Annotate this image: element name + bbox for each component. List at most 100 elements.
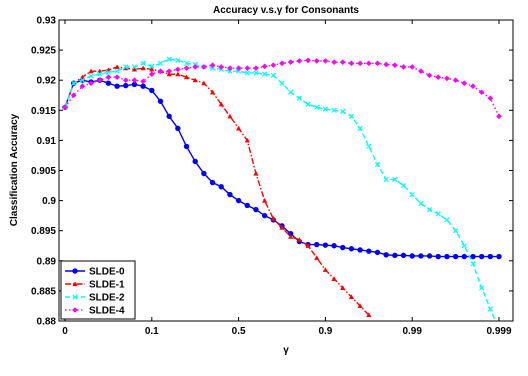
data-point-slde-2 — [444, 217, 450, 223]
data-point-slde-1 — [348, 294, 355, 299]
data-point-slde-2 — [79, 77, 85, 83]
data-point-slde-4 — [122, 77, 129, 83]
data-point-slde-0 — [218, 184, 224, 190]
data-point-slde-4 — [496, 113, 502, 120]
data-point-slde-2 — [322, 106, 329, 112]
data-point-slde-1 — [270, 216, 276, 221]
data-point-slde-4 — [357, 60, 363, 67]
data-point-slde-0 — [478, 253, 485, 260]
data-point-slde-4 — [261, 63, 268, 70]
data-point-slde-2 — [262, 71, 268, 77]
data-point-slde-1 — [201, 80, 207, 86]
data-point-slde-1 — [131, 66, 138, 72]
data-point-slde-0 — [183, 143, 190, 150]
data-point-slde-2 — [314, 104, 320, 110]
data-point-slde-2 — [383, 176, 389, 183]
legend-label: SLDE-0 — [89, 267, 125, 278]
data-point-slde-2 — [253, 70, 259, 76]
data-point-slde-2 — [175, 57, 181, 63]
data-point-slde-4 — [88, 80, 94, 87]
legend-marker-slde-0 — [72, 268, 78, 274]
data-point-slde-4 — [374, 60, 381, 67]
data-point-slde-0 — [322, 242, 329, 248]
data-point-slde-4 — [131, 77, 138, 83]
data-point-slde-0 — [253, 206, 259, 213]
data-point-slde-4 — [339, 59, 346, 65]
data-point-slde-0 — [426, 253, 433, 259]
data-point-slde-4 — [201, 64, 207, 70]
y-axis-label: Classification Accuracy — [9, 113, 20, 226]
data-point-slde-1 — [288, 234, 294, 239]
data-point-slde-0 — [383, 252, 389, 258]
data-point-slde-4 — [253, 65, 259, 71]
data-point-slde-2 — [487, 306, 493, 312]
data-point-slde-2 — [114, 68, 120, 74]
data-point-slde-2 — [461, 243, 467, 249]
data-point-slde-4 — [149, 71, 155, 77]
legend-label: SLDE-1 — [89, 280, 125, 291]
data-point-slde-4 — [426, 72, 433, 79]
series-layer — [62, 56, 502, 321]
data-point-slde-4 — [192, 64, 198, 70]
data-point-slde-0 — [487, 253, 494, 260]
data-point-slde-1 — [227, 113, 233, 119]
data-point-slde-1 — [192, 77, 198, 83]
data-point-slde-4 — [105, 74, 112, 80]
data-point-slde-1 — [253, 170, 259, 176]
y-tick-label: 0.93 — [37, 16, 57, 27]
data-point-slde-4 — [444, 75, 450, 82]
data-point-slde-1 — [296, 237, 302, 242]
data-point-slde-4 — [409, 64, 415, 70]
data-point-slde-2 — [97, 71, 103, 77]
data-point-slde-0 — [340, 244, 346, 251]
data-point-slde-1 — [357, 303, 363, 309]
data-point-slde-0 — [444, 253, 450, 260]
data-point-slde-1 — [140, 65, 146, 71]
data-point-slde-4 — [227, 65, 233, 71]
data-point-slde-4 — [157, 68, 164, 74]
data-point-slde-0 — [496, 253, 502, 260]
data-point-slde-2 — [340, 108, 346, 115]
data-point-slde-4 — [270, 62, 277, 68]
chart-title: Accuracy v.s.γ for Consonants — [213, 5, 359, 16]
data-point-slde-4 — [400, 64, 407, 70]
data-point-slde-1 — [314, 255, 320, 260]
data-point-slde-1 — [114, 64, 120, 70]
data-point-slde-2 — [166, 56, 172, 62]
data-point-slde-1 — [366, 312, 372, 318]
data-point-slde-2 — [348, 113, 355, 119]
data-point-slde-2 — [123, 64, 129, 70]
data-point-slde-2 — [479, 285, 485, 291]
y-tick-label: 0.92 — [37, 76, 57, 87]
data-point-slde-1 — [262, 198, 268, 203]
y-tick-label: 0.885 — [31, 286, 56, 297]
data-point-slde-2 — [209, 65, 216, 71]
x-axis-ticks: 0 0.1 0.5 0.9 0.99 0.999 — [62, 20, 512, 337]
data-point-slde-2 — [149, 63, 155, 69]
data-point-slde-1 — [218, 101, 224, 107]
y-tick-label: 0.91 — [37, 136, 57, 147]
x-tick-label: 0.99 — [402, 326, 422, 337]
data-point-slde-4 — [166, 68, 172, 74]
data-point-slde-0 — [235, 197, 242, 204]
data-point-slde-2 — [435, 211, 441, 217]
x-tick-label: 0 — [62, 326, 68, 337]
data-point-slde-2 — [244, 70, 250, 76]
data-point-slde-1 — [149, 66, 155, 72]
y-tick-label: 0.925 — [31, 46, 56, 57]
data-point-slde-0 — [201, 170, 207, 177]
data-point-slde-0 — [157, 98, 164, 104]
data-point-slde-0 — [114, 83, 120, 89]
data-point-slde-2 — [305, 101, 311, 107]
legend-marker-slde-1 — [72, 281, 78, 287]
data-point-slde-1 — [322, 267, 328, 272]
data-point-slde-2 — [331, 107, 337, 113]
data-point-slde-1 — [331, 276, 337, 281]
data-point-slde-4 — [96, 77, 103, 83]
data-point-slde-2 — [470, 261, 476, 267]
data-point-slde-2 — [426, 207, 433, 213]
data-point-slde-0 — [348, 246, 355, 252]
legend: SLDE-0 SLDE-1 SLDE-2 SLDE-4 — [60, 260, 136, 320]
data-point-slde-1 — [183, 74, 190, 80]
